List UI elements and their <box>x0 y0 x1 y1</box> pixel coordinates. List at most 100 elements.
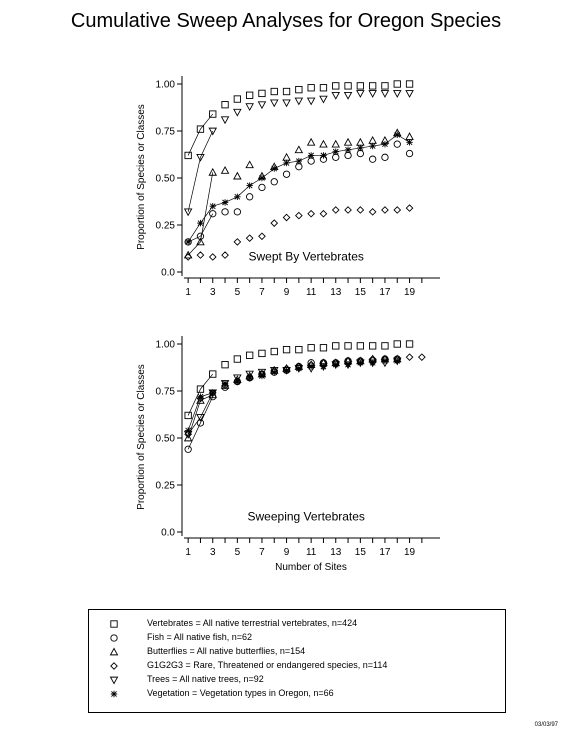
y-tick-label: 0.50 <box>156 434 176 445</box>
x-tick-label: 9 <box>284 287 290 298</box>
data-point-vertebrates <box>344 342 352 350</box>
chart-title: Cumulative Sweep Analyses for Oregon Spe… <box>70 10 502 32</box>
series-line-butterflies <box>187 172 214 256</box>
data-point-trees <box>257 368 267 377</box>
series-g1g2g3 <box>184 204 414 261</box>
data-point-g1g2g3 <box>258 232 266 241</box>
data-point-vertebrates <box>282 345 291 354</box>
data-point-trees <box>294 97 304 106</box>
legend-label: G1G2G3 = Rare, Threatened or endangered … <box>147 660 388 670</box>
y-tick-label: 0.75 <box>156 127 176 138</box>
y-axis-title: Proportion of Species or Classes <box>136 104 147 250</box>
data-point-vertebrates <box>307 344 315 352</box>
legend-item: Fish = All native fish, n=62 <box>89 631 499 645</box>
legend-item: Vertebrates = All native terrestrial ver… <box>89 617 499 631</box>
data-point-vertebrates <box>245 351 254 359</box>
y-axis-title: Proportion of Species or Classes <box>136 364 147 510</box>
data-point-g1g2g3 <box>356 206 365 214</box>
data-point-trees <box>196 413 205 422</box>
data-point-vegetation <box>197 219 204 227</box>
data-point-vegetation <box>209 203 216 210</box>
y-tick-label: 0.25 <box>156 481 176 492</box>
data-point-vegetation <box>332 361 339 368</box>
y-tick-label: 0.50 <box>156 174 176 185</box>
data-point-trees <box>356 90 365 98</box>
legend-label: Butterflies = All native butterflies, n=… <box>147 646 306 656</box>
data-point-vertebrates <box>282 87 291 96</box>
x-tick-label: 5 <box>235 547 241 558</box>
data-point-vertebrates <box>184 151 192 160</box>
data-point-g1g2g3 <box>233 238 242 246</box>
data-point-g1g2g3 <box>307 209 315 218</box>
panel-label: Swept By Vertebrates <box>249 250 364 264</box>
data-point-vertebrates <box>233 95 241 103</box>
data-point-butterflies <box>356 137 365 146</box>
data-point-vertebrates <box>319 344 328 352</box>
data-point-fish <box>332 153 340 161</box>
data-point-vegetation <box>197 393 204 400</box>
data-point-g1g2g3 <box>405 353 414 361</box>
down-triangle-marker-shape <box>109 676 119 685</box>
y-tick-label: 1.00 <box>156 340 176 351</box>
data-point-vegetation <box>234 193 241 200</box>
legend-label: Fish = All native fish, n=62 <box>147 632 253 642</box>
data-point-vegetation <box>344 146 352 153</box>
data-point-trees <box>405 90 414 98</box>
data-point-vertebrates <box>307 84 315 92</box>
series-butterflies <box>183 354 402 442</box>
data-point-butterflies <box>405 132 414 140</box>
x-tick-label: 19 <box>404 287 416 298</box>
data-point-vegetation <box>369 142 376 150</box>
series-line-trees <box>187 130 214 212</box>
data-point-vertebrates <box>233 355 241 363</box>
data-point-vegetation <box>295 157 303 165</box>
data-point-vegetation <box>258 372 266 380</box>
data-point-g1g2g3 <box>270 219 279 227</box>
series-line-vertebrates <box>187 373 214 416</box>
data-point-butterflies <box>196 237 205 246</box>
data-point-vertebrates <box>196 125 205 133</box>
y-tick-label: 0.75 <box>156 387 176 398</box>
series-line-fish <box>188 213 214 243</box>
data-point-butterflies <box>306 137 316 146</box>
data-point-vegetation <box>344 361 352 368</box>
legend: Vertebrates = All native terrestrial ver… <box>88 609 506 713</box>
data-point-trees <box>392 90 402 98</box>
data-point-fish <box>196 419 205 427</box>
data-point-fish <box>221 208 229 216</box>
data-point-trees <box>331 91 341 100</box>
data-point-vertebrates <box>295 85 303 94</box>
data-point-vertebrates <box>196 385 205 393</box>
data-point-vertebrates <box>369 82 377 90</box>
data-point-g1g2g3 <box>221 381 229 390</box>
x-tick-label: 5 <box>235 287 241 298</box>
data-point-vegetation <box>332 148 339 155</box>
series-fish <box>184 355 401 453</box>
data-point-vegetation <box>357 359 364 366</box>
data-point-fish <box>209 210 217 218</box>
data-point-g1g2g3 <box>196 394 205 403</box>
data-point-vertebrates <box>209 110 217 118</box>
data-point-vegetation <box>221 199 229 206</box>
data-point-vertebrates <box>270 347 278 356</box>
series-vertebrates <box>184 340 414 420</box>
data-point-trees <box>196 153 205 162</box>
legend-label: Vertebrates = All native terrestrial ver… <box>147 618 358 628</box>
data-point-trees <box>269 99 279 108</box>
data-point-butterflies <box>343 137 353 146</box>
series-line-vertebrates <box>187 113 214 156</box>
series-vertebrates <box>184 80 414 160</box>
data-point-vertebrates <box>344 82 352 90</box>
x-tick-label: 19 <box>404 547 416 558</box>
data-point-vertebrates <box>295 345 303 354</box>
x-axis-title: Number of Sites <box>275 562 347 573</box>
data-point-vegetation <box>320 363 327 370</box>
legend-item: Trees = All native trees, n=92 <box>89 673 499 687</box>
data-point-vertebrates <box>221 101 229 109</box>
data-point-butterflies <box>319 139 328 148</box>
data-point-g1g2g3 <box>282 213 291 222</box>
data-point-g1g2g3 <box>245 374 254 382</box>
x-tick-label: 1 <box>185 287 191 298</box>
data-point-trees <box>380 90 390 98</box>
data-point-fish <box>233 208 242 216</box>
